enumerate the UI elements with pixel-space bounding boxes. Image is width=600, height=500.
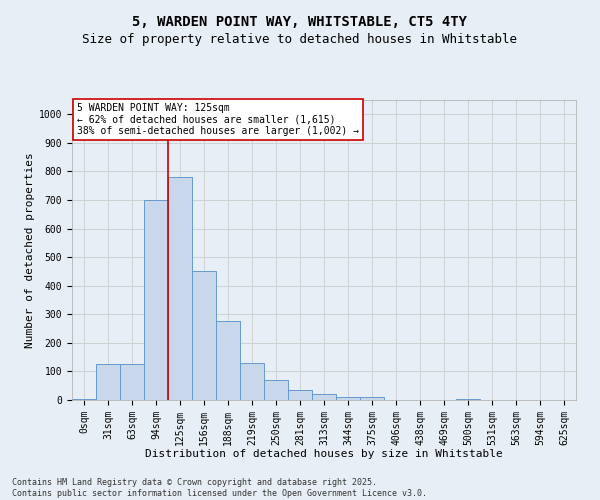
Bar: [336, 397, 360, 400]
Bar: [240, 363, 264, 400]
Bar: [72, 398, 96, 400]
Text: Size of property relative to detached houses in Whitstable: Size of property relative to detached ho…: [83, 32, 517, 46]
Bar: [456, 398, 480, 400]
Bar: [216, 322, 240, 400]
Bar: [360, 397, 384, 400]
Bar: [96, 364, 120, 400]
X-axis label: Distribution of detached houses by size in Whitstable: Distribution of detached houses by size …: [145, 449, 503, 459]
Text: Contains HM Land Registry data © Crown copyright and database right 2025.
Contai: Contains HM Land Registry data © Crown c…: [12, 478, 427, 498]
Bar: [312, 394, 336, 400]
Bar: [288, 390, 312, 400]
Text: 5 WARDEN POINT WAY: 125sqm
← 62% of detached houses are smaller (1,615)
38% of s: 5 WARDEN POINT WAY: 125sqm ← 62% of deta…: [77, 103, 359, 136]
Bar: [168, 177, 192, 400]
Bar: [144, 200, 168, 400]
Bar: [264, 380, 288, 400]
Bar: [192, 272, 216, 400]
Y-axis label: Number of detached properties: Number of detached properties: [25, 152, 35, 348]
Text: 5, WARDEN POINT WAY, WHITSTABLE, CT5 4TY: 5, WARDEN POINT WAY, WHITSTABLE, CT5 4TY: [133, 15, 467, 29]
Bar: [120, 364, 144, 400]
